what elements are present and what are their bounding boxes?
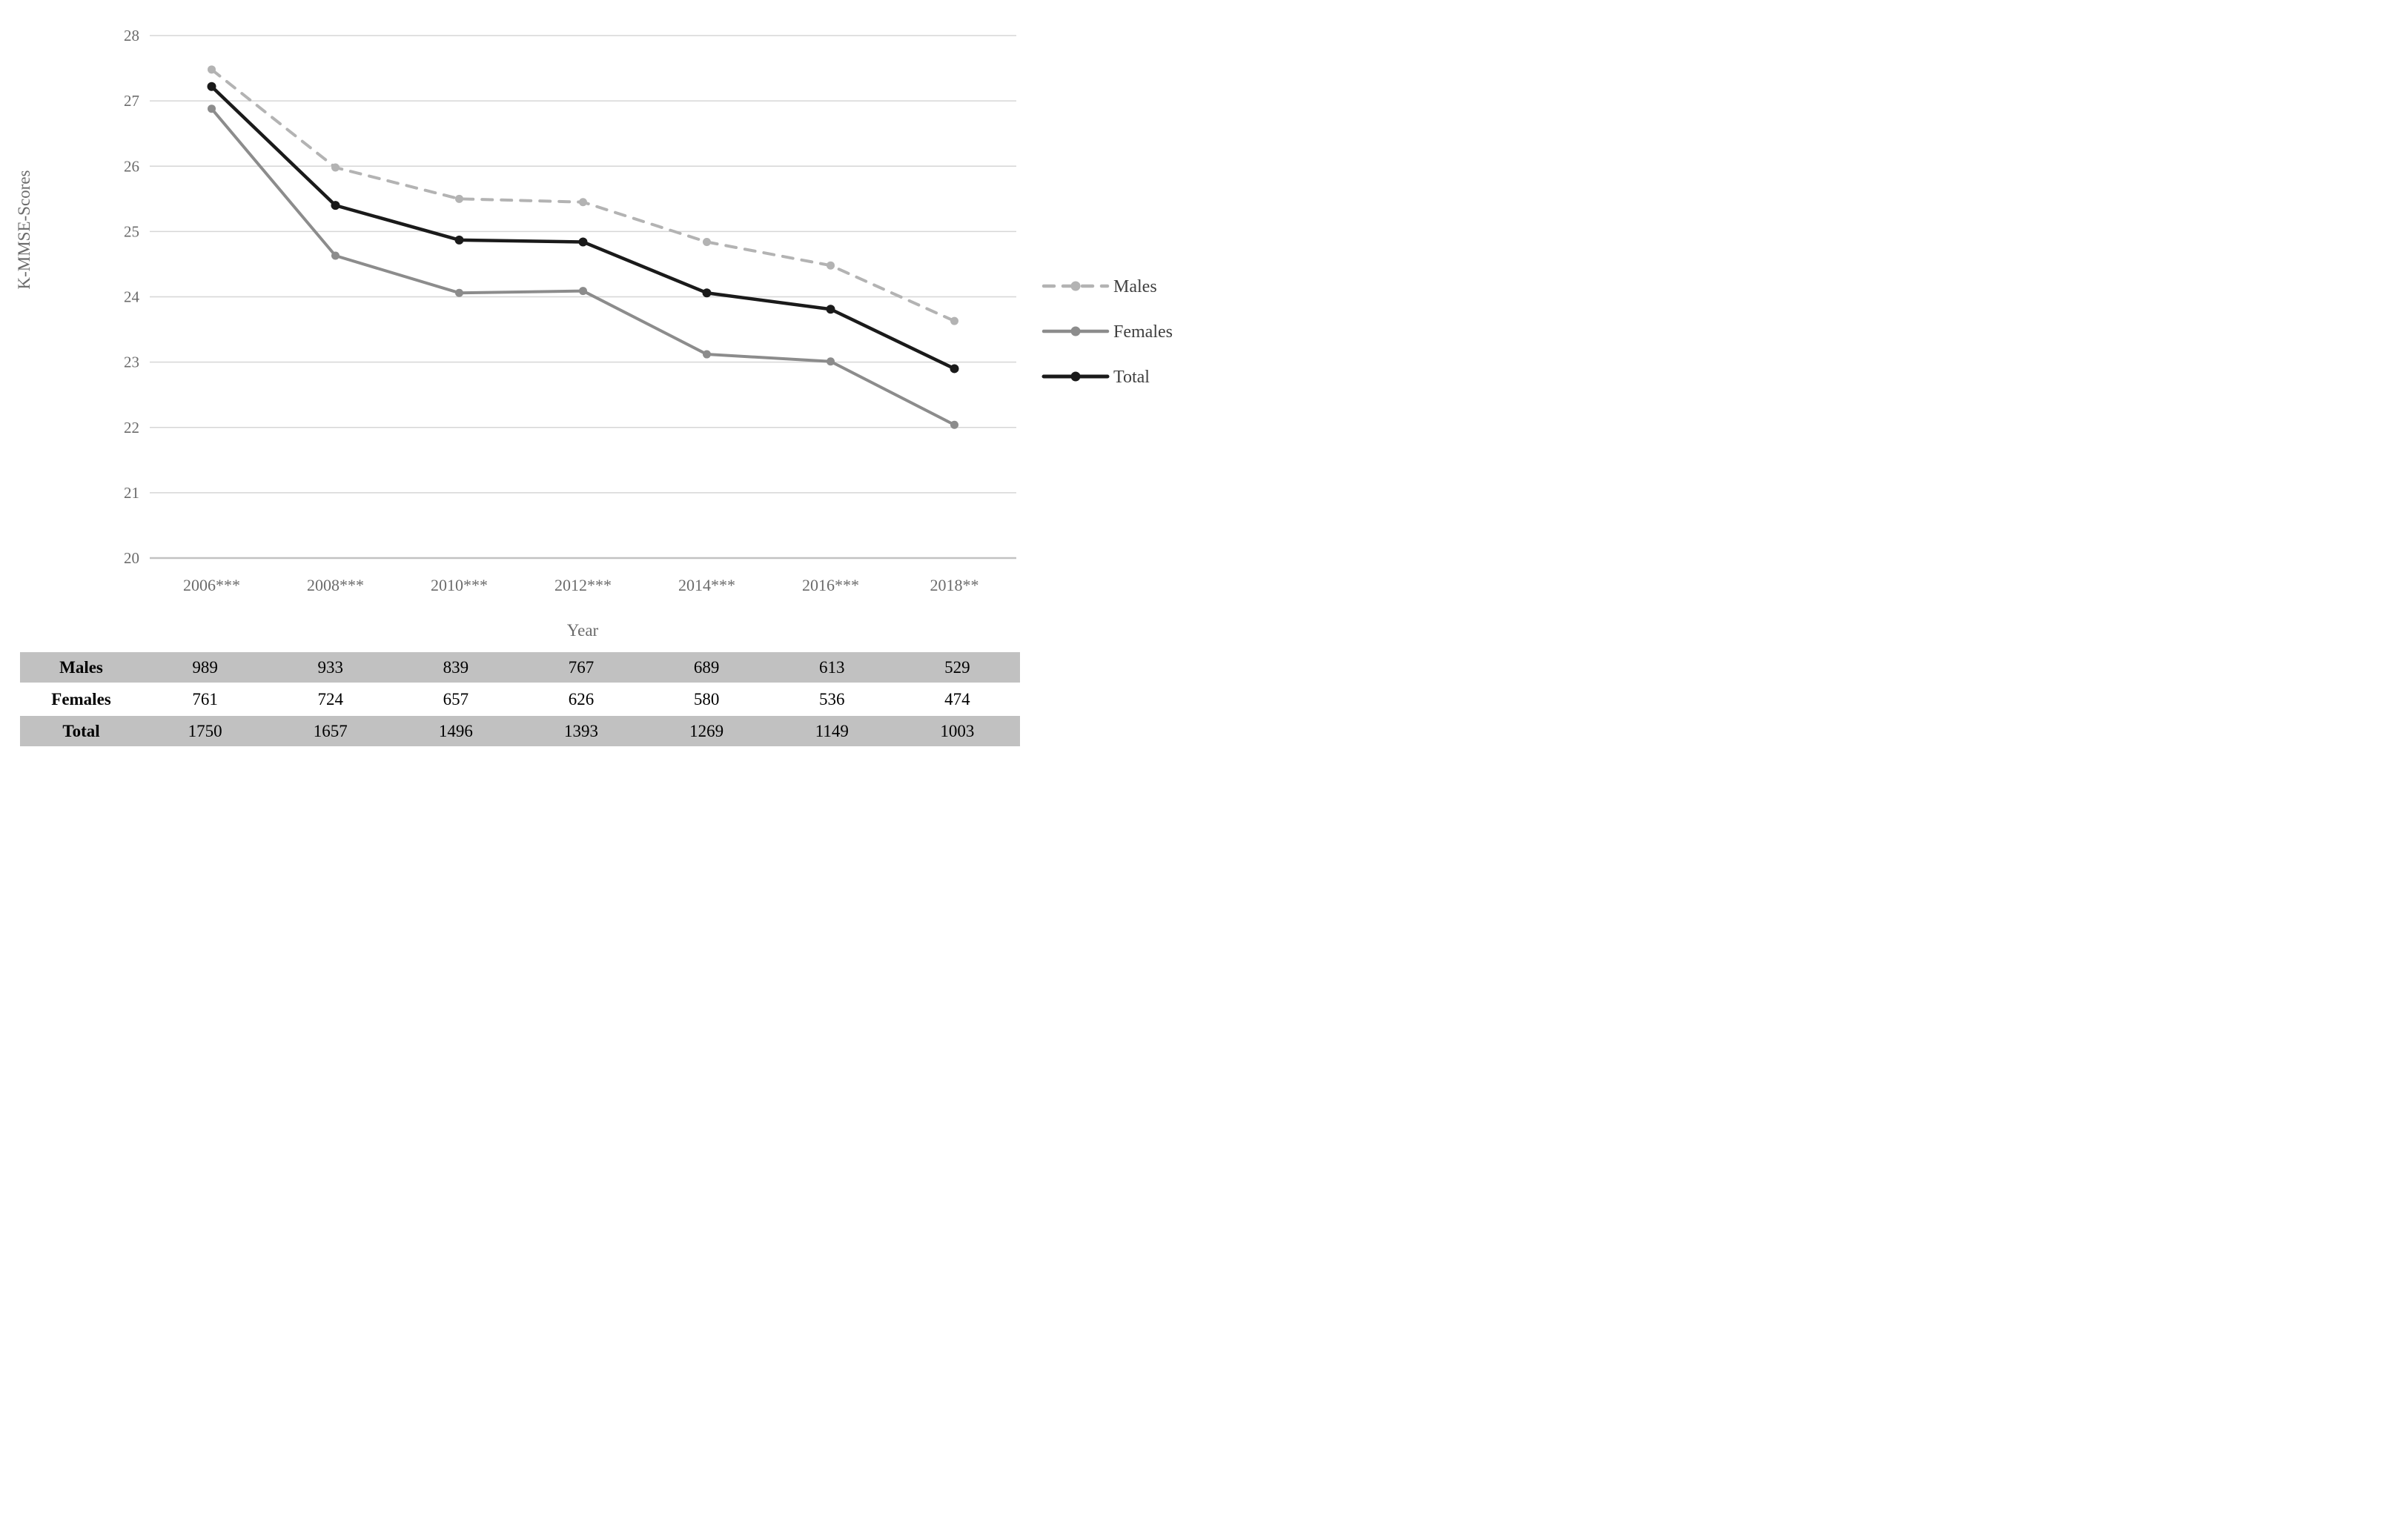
legend: Males Females Total — [1042, 277, 1173, 387]
y-tick-label: 21 — [124, 484, 139, 502]
table-row-females: Females 761 724 657 626 580 536 474 — [20, 684, 1020, 714]
data-point-total — [454, 235, 464, 245]
data-point-females — [827, 357, 835, 366]
data-table: Males 989 933 839 767 689 613 529 Females 761 724 6… — [20, 651, 1020, 748]
table-cell: 1149 — [769, 716, 895, 746]
kmmse-line-chart: 28 27 26 25 24 23 22 21 20 2006*** 2008*** 2010***… — [15, 27, 1173, 640]
legend-marker-total — [1070, 371, 1081, 382]
y-axis-title: K-MMSE-Scores — [15, 170, 33, 289]
x-tick-label: 2016*** — [802, 576, 859, 594]
legend-marker-males — [1070, 281, 1081, 291]
x-axis-ticks: 2006*** 2008*** 2010*** 2012*** 2014*** 2016*… — [183, 576, 979, 594]
table-cell: 933 — [268, 652, 394, 683]
table-cell: 529 — [894, 652, 1020, 683]
legend-marker-females — [1070, 326, 1081, 336]
data-point-females — [208, 104, 216, 113]
table-cell: 1750 — [142, 716, 268, 746]
x-tick-label: 2018** — [930, 576, 979, 594]
legend-label-females: Females — [1113, 322, 1173, 342]
series-lines — [207, 65, 959, 429]
data-table-body: Males 989 933 839 767 689 613 529 Females 761 724 6… — [20, 652, 1020, 746]
legend-label-total: Total — [1113, 368, 1150, 387]
x-tick-label: 2014*** — [678, 576, 735, 594]
table-cell: 839 — [393, 652, 519, 683]
data-point-females — [950, 420, 958, 429]
y-tick-label: 28 — [124, 27, 139, 44]
y-tick-label: 24 — [124, 288, 140, 306]
data-point-females — [331, 251, 340, 260]
y-axis-ticks: 28 27 26 25 24 23 22 21 20 — [124, 27, 140, 567]
legend-label-males: Males — [1113, 277, 1157, 296]
table-cell: 613 — [769, 652, 895, 683]
table-cell: 536 — [819, 690, 845, 708]
table-cell: 1269 — [643, 716, 769, 746]
table-row-total: Total 1750 1657 1496 1393 1269 1149 1003 — [20, 716, 1020, 746]
data-point-males — [950, 316, 958, 325]
table-row-label: Total — [20, 716, 142, 746]
data-point-total — [826, 305, 835, 314]
x-axis-title: Year — [567, 621, 599, 640]
legend-item-males: Males — [1042, 277, 1157, 296]
table-cell: 1003 — [894, 716, 1020, 746]
table-row-males: Males 989 933 839 767 689 613 529 — [20, 652, 1020, 683]
y-tick-label: 20 — [124, 549, 139, 567]
y-tick-label: 27 — [124, 92, 139, 110]
y-tick-label: 23 — [124, 354, 139, 371]
legend-item-total: Total — [1042, 368, 1150, 387]
table-cell: 474 — [944, 690, 970, 708]
x-tick-label: 2008*** — [307, 576, 364, 594]
data-point-females — [455, 288, 463, 297]
table-cell: 767 — [518, 652, 644, 683]
x-tick-label: 2006*** — [183, 576, 240, 594]
kmmse-chart-page: 28 27 26 25 24 23 22 21 20 2006*** 2008*** 2010***… — [0, 0, 1190, 770]
data-point-total — [702, 288, 712, 298]
table-cell: 1496 — [393, 716, 519, 746]
data-point-males — [331, 163, 340, 172]
y-tick-label: 25 — [124, 222, 139, 240]
legend-item-females: Females — [1042, 322, 1173, 342]
table-cell: 689 — [643, 652, 769, 683]
data-point-males — [579, 198, 587, 207]
data-point-total — [578, 237, 588, 247]
y-tick-label: 26 — [124, 157, 139, 175]
data-point-males — [455, 194, 463, 203]
data-point-total — [331, 201, 340, 210]
table-cell: 1657 — [268, 716, 394, 746]
table-cell: 626 — [568, 690, 595, 708]
table-row-label: Females — [51, 690, 111, 708]
data-point-males — [208, 65, 216, 74]
table-cell: 657 — [443, 690, 469, 708]
table-cell: 580 — [693, 690, 720, 708]
series-line-total — [210, 84, 956, 371]
table-row-label: Males — [20, 652, 142, 683]
data-point-males — [827, 261, 835, 270]
data-point-females — [579, 287, 587, 296]
data-point-females — [703, 350, 711, 359]
x-tick-label: 2012*** — [554, 576, 612, 594]
data-point-total — [207, 82, 216, 91]
table-cell: 989 — [142, 652, 268, 683]
y-tick-label: 22 — [124, 419, 139, 437]
table-cell: 1393 — [518, 716, 644, 746]
data-point-males — [703, 237, 711, 246]
table-cell: 724 — [317, 690, 343, 708]
gridlines — [150, 35, 1016, 560]
x-tick-label: 2010*** — [431, 576, 488, 594]
table-cell: 761 — [192, 690, 218, 708]
data-point-total — [950, 364, 959, 374]
